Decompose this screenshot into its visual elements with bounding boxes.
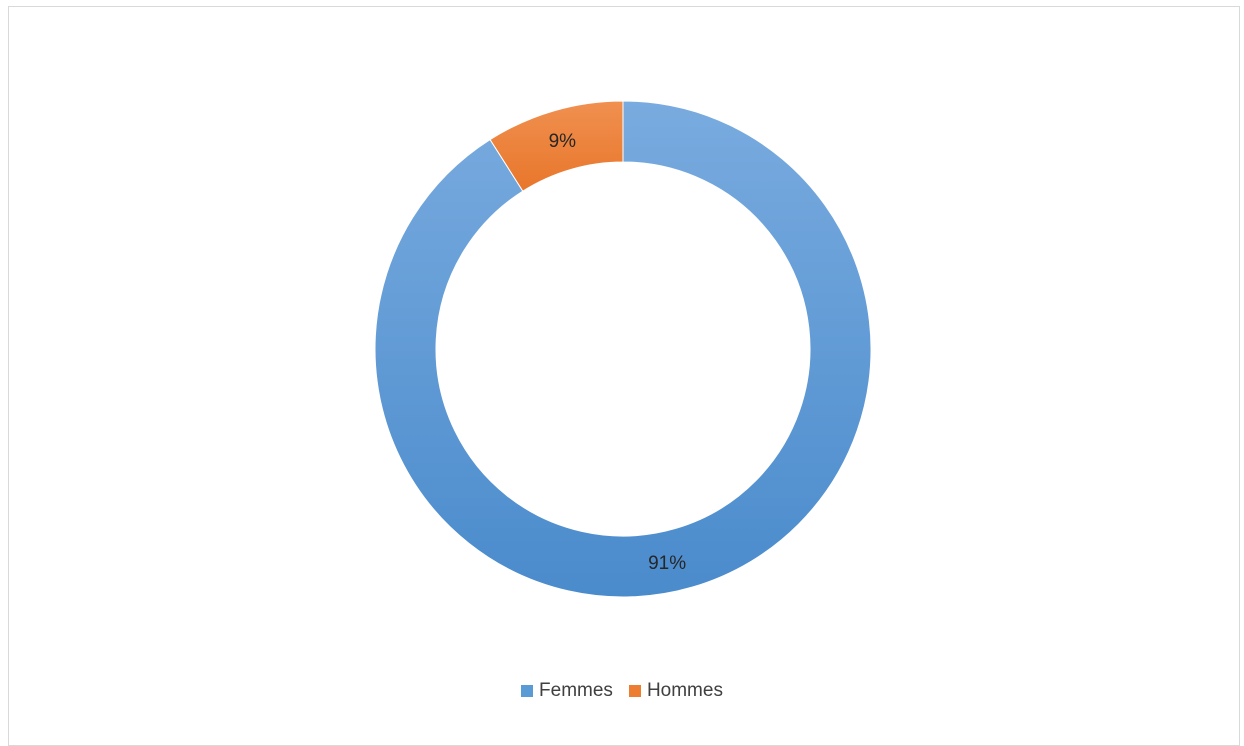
slice-femmes <box>374 100 872 598</box>
data-label-femmes: 91% <box>648 553 686 574</box>
data-labels: 91% 9% <box>549 131 687 574</box>
legend-label-femmes: Femmes <box>539 680 613 701</box>
data-label-hommes: 9% <box>549 131 577 152</box>
legend-swatch-femmes <box>521 685 534 697</box>
doughnut-slices <box>374 100 872 598</box>
legend: Femmes Hommes <box>0 680 1244 702</box>
legend-label-hommes: Hommes <box>646 680 723 701</box>
slice-hommes <box>489 100 624 192</box>
legend-item-hommes: Hommes <box>628 680 723 702</box>
legend-swatch-hommes <box>628 685 641 697</box>
legend-item-femmes: Femmes <box>521 680 613 702</box>
